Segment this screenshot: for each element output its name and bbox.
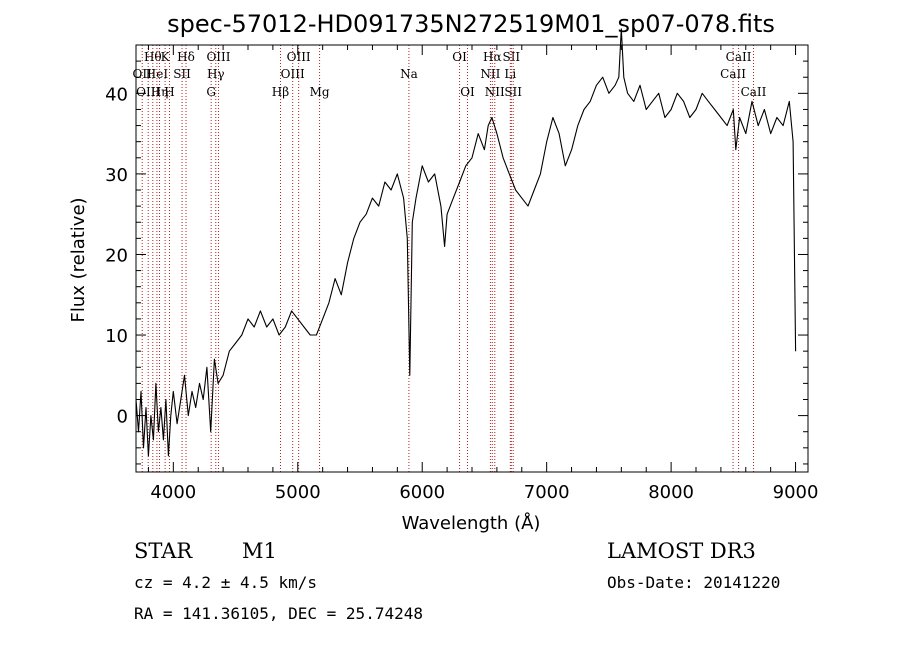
marker-label-23: SII xyxy=(502,50,520,64)
redshift-cz: cz = 4.2 ± 4.5 km/s xyxy=(134,573,317,592)
marker-label-12: Hβ xyxy=(272,85,289,99)
y-tick-label: 0 xyxy=(117,407,128,428)
x-axis-label: Wavelength (Å) xyxy=(402,512,541,534)
marker-label-24: SII xyxy=(504,85,522,99)
y-tick-label: 20 xyxy=(105,245,128,266)
survey-name: LAMOST DR3 xyxy=(607,539,756,563)
marker-label-17: OI xyxy=(452,50,467,64)
x-tick-label: 6000 xyxy=(399,482,445,503)
object-type: STAR xyxy=(134,539,193,563)
marker-label-10: Hγ xyxy=(207,67,225,81)
marker-label-5: K xyxy=(161,50,171,64)
plot-axes: 4000 5000 6000 7000 8000 9000 0 10 20 30 40 xyxy=(105,44,819,503)
spectral-subclass: M1 xyxy=(242,539,277,563)
marker-label-6: H xyxy=(164,85,174,99)
x-tick-label: 5000 xyxy=(275,482,321,503)
marker-label-16: Na xyxy=(400,67,418,81)
y-tick-label: 10 xyxy=(105,326,128,347)
coordinates: RA = 141.36105, DEC = 25.74248 xyxy=(134,604,423,623)
x-tick-label: 8000 xyxy=(648,482,694,503)
marker-label-2: Hθ xyxy=(144,50,162,64)
marker-label-25: CaII xyxy=(720,67,746,81)
marker-label-15: Mg xyxy=(310,85,330,99)
x-tick-label: 9000 xyxy=(773,482,819,503)
x-tick-label: 4000 xyxy=(150,482,196,503)
chart-title: spec-57012-HD091735N272519M01_sp07-078.f… xyxy=(167,10,775,38)
emission-line-markers: OIIOIIIHθHeIHηKHSIIHδGHγOIIIHβOIIIOIIIMg… xyxy=(133,45,767,472)
marker-label-14: OIII xyxy=(287,50,311,64)
spectrum-series xyxy=(135,28,797,457)
observation-date: Obs-Date: 20141220 xyxy=(607,573,780,592)
plot-frame xyxy=(135,44,809,473)
marker-label-13: OIII xyxy=(281,67,305,81)
marker-label-1: OIII xyxy=(136,85,160,99)
marker-label-19: NII xyxy=(480,67,500,81)
x-tick-label: 7000 xyxy=(524,482,570,503)
marker-label-9: G xyxy=(206,85,216,99)
marker-label-3: HeI xyxy=(146,67,169,81)
marker-label-22: Li xyxy=(504,67,516,81)
marker-label-4: Hη xyxy=(151,85,169,99)
marker-label-7: SII xyxy=(173,67,191,81)
marker-label-26: CaII xyxy=(726,50,752,64)
marker-label-21: NII xyxy=(485,85,505,99)
y-tick-label: 40 xyxy=(105,84,128,105)
marker-label-20: Hα xyxy=(483,50,502,64)
y-axis-label: Flux (relative) xyxy=(68,197,89,322)
marker-label-11: OIII xyxy=(206,50,230,64)
spectrum-line-0 xyxy=(135,28,797,457)
marker-label-8: Hδ xyxy=(177,50,195,64)
marker-label-18: OI xyxy=(460,85,475,99)
marker-label-27: CaII xyxy=(741,85,767,99)
y-tick-label: 30 xyxy=(105,165,128,186)
